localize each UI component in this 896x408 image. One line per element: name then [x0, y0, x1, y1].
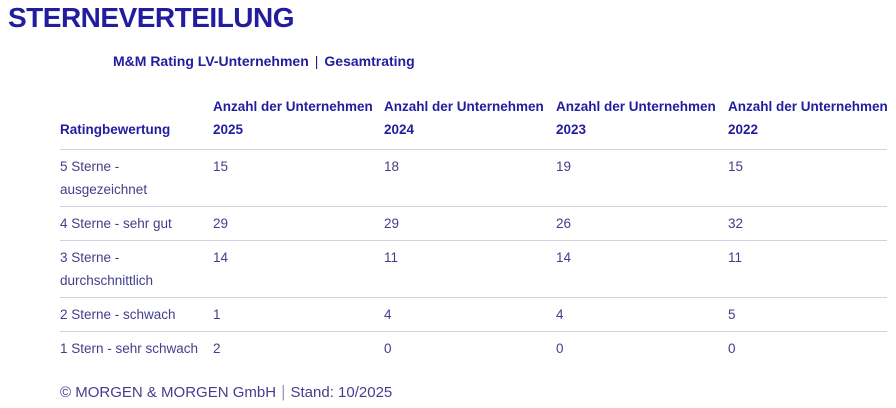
value-2024: 0 — [384, 341, 392, 356]
table-subtitle: M&M Rating LV-Unternehmen | Gesamtrating — [113, 53, 415, 69]
page-title: STERNEVERTEILUNG — [8, 2, 295, 33]
value-2024: 4 — [384, 297, 556, 332]
value-2022: 15 — [728, 149, 887, 207]
value-2025: 15 — [213, 149, 384, 207]
stand-date: Stand: 10/2025 — [290, 384, 393, 401]
table-row-3-sterne: 3 Sterne - durchschnittlich 14 11 14 11 — [60, 240, 887, 298]
value-2023: 4 — [556, 297, 728, 332]
footer-separator: | — [281, 382, 286, 401]
row-label: 1 Stern - sehr schwach — [60, 341, 199, 356]
value-2025: 14 — [213, 240, 384, 298]
table-row-4-sterne: 4 Sterne - sehr gut 29 29 26 32 — [60, 206, 887, 241]
column-header-2024: Anzahl der Unternehmen 2024 — [384, 95, 556, 150]
value-2023: 26 — [556, 206, 728, 241]
column-header-2025: Anzahl der Unternehmen 2025 — [213, 95, 384, 150]
row-label: 5 Sterne - ausgezeichnet — [60, 149, 213, 207]
subtitle-rating-label: M&M Rating LV-Unternehmen — [113, 53, 309, 69]
value-2024: 18 — [384, 149, 556, 207]
value-2022: 11 — [728, 240, 887, 298]
column-header-2023: Anzahl der Unternehmen 2023 — [556, 95, 728, 150]
table-row-5-sterne: 5 Sterne - ausgezeichnet 15 18 19 15 — [60, 149, 887, 207]
copyright-footer: © MORGEN & MORGEN GmbH | Stand: 10/2025 — [60, 382, 392, 402]
copyright-text: © MORGEN & MORGEN GmbH — [60, 384, 277, 401]
value-2022: 0 — [728, 341, 736, 356]
value-2023: 14 — [556, 240, 728, 298]
rating-table: Ratingbewertung Anzahl der Unternehmen 2… — [60, 95, 888, 366]
value-2025: 1 — [213, 297, 384, 332]
value-2024: 11 — [384, 240, 556, 298]
value-2025: 29 — [213, 206, 384, 241]
value-2025: 2 — [213, 341, 221, 356]
row-label: 4 Sterne - sehr gut — [60, 206, 213, 241]
row-label: 2 Sterne - schwach — [60, 297, 213, 332]
column-header-ratingbewertung: Ratingbewertung — [60, 95, 213, 150]
row-label: 3 Sterne - durchschnittlich — [60, 240, 213, 298]
table-header-row: Ratingbewertung Anzahl der Unternehmen 2… — [60, 95, 888, 150]
table-row-1-stern: 1 Stern - sehr schwach 2 0 0 0 — [60, 332, 887, 366]
column-header-2022: Anzahl der Unternehmen 2022 — [728, 95, 888, 150]
table-row-2-sterne: 2 Sterne - schwach 1 4 4 5 — [60, 297, 887, 332]
subtitle-separator: | — [314, 53, 319, 69]
value-2023: 0 — [556, 341, 564, 356]
subtitle-category-label: Gesamtrating — [324, 53, 415, 69]
value-2022: 5 — [728, 297, 887, 332]
value-2022: 32 — [728, 206, 887, 241]
value-2024: 29 — [384, 206, 556, 241]
value-2023: 19 — [556, 149, 728, 207]
rating-table-container: Ratingbewertung Anzahl der Unternehmen 2… — [60, 95, 888, 366]
